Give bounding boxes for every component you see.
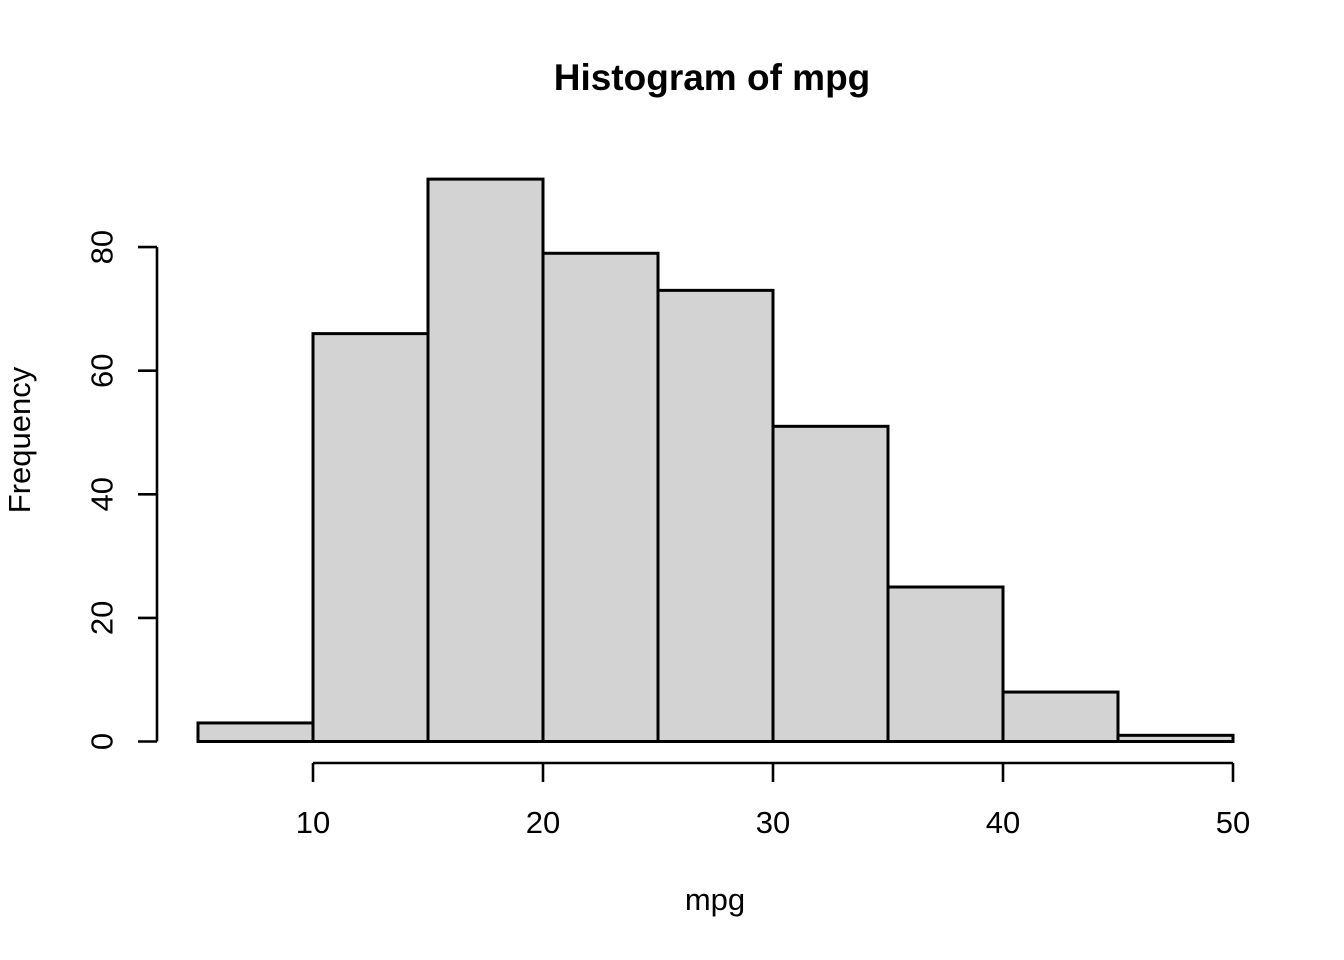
chart-title: Histogram of mpg (554, 57, 871, 98)
x-tick-label: 50 (1216, 805, 1250, 840)
x-axis: 10 20 30 40 50 (296, 761, 1250, 840)
histogram-bar (426, 177, 545, 743)
x-tick-label: 30 (756, 805, 790, 840)
histogram-bar (1116, 733, 1235, 744)
histogram-bar (771, 424, 890, 743)
histogram-bar (886, 585, 1005, 743)
y-tick-label: 60 (85, 353, 120, 387)
histogram-bar (311, 332, 430, 743)
y-tick-label: 0 (85, 733, 120, 750)
y-tick-label: 80 (85, 230, 120, 264)
x-axis-label: mpg (685, 882, 745, 917)
x-tick-label: 20 (526, 805, 560, 840)
y-axis-label: Frequency (2, 366, 37, 513)
histogram-bar (541, 251, 660, 743)
y-axis: 0 20 40 60 80 (85, 230, 159, 750)
histogram-bar (1001, 690, 1120, 743)
histogram-bar (656, 288, 775, 743)
y-tick-label: 40 (85, 477, 120, 511)
x-tick-label: 10 (296, 805, 330, 840)
histogram-bars (196, 177, 1235, 744)
histogram-bar (196, 721, 315, 744)
x-tick-label: 40 (986, 805, 1020, 840)
y-tick-label: 20 (85, 601, 120, 635)
